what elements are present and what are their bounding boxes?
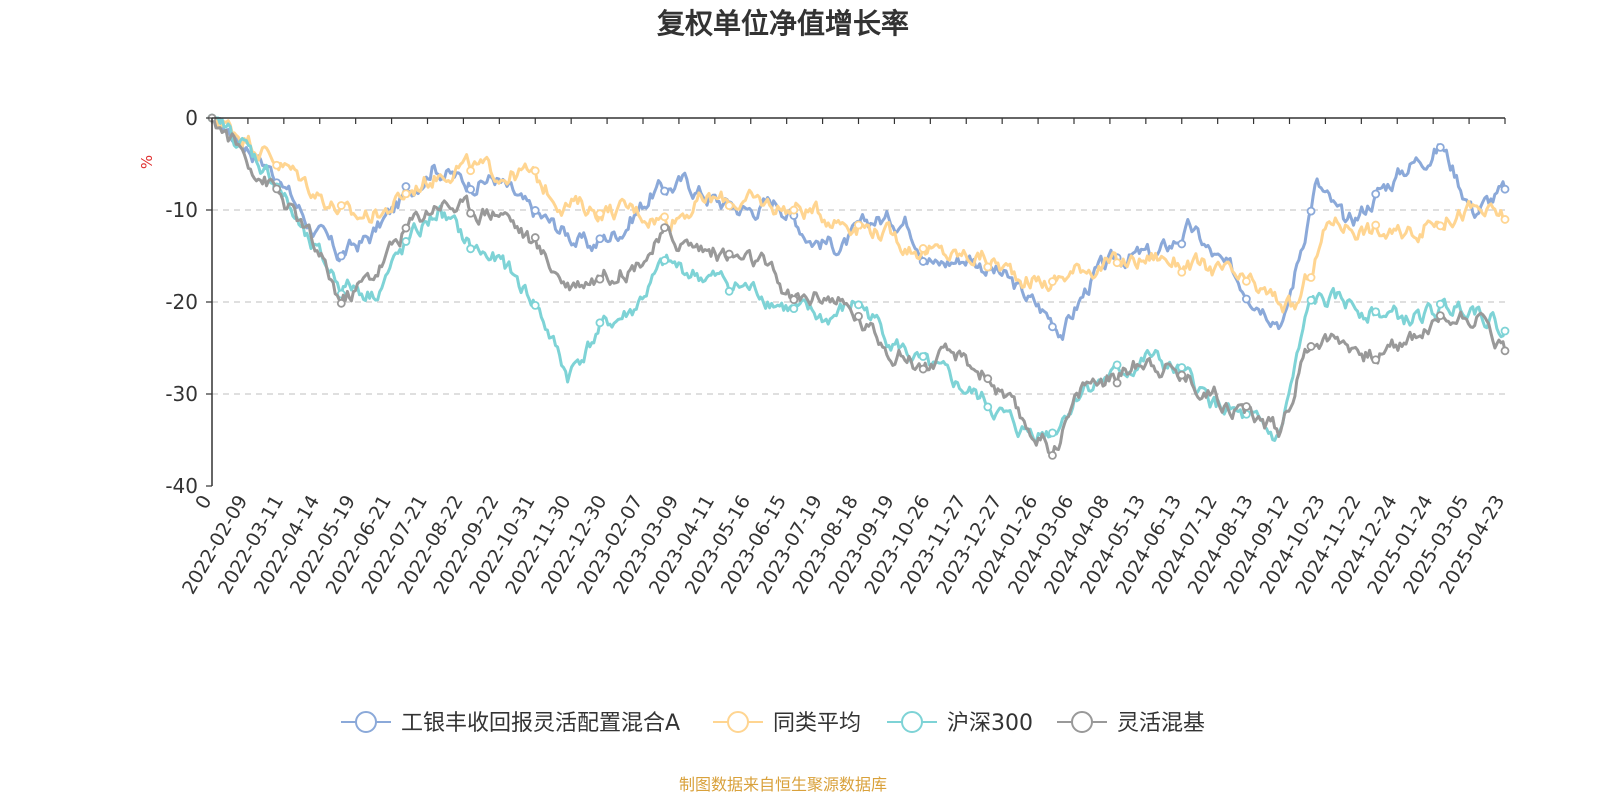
legend-label[interactable]: 工银丰收回报灵活配置混合A — [401, 711, 680, 736]
series-point — [1112, 360, 1122, 370]
series-point — [854, 311, 863, 321]
series-point — [1371, 220, 1381, 230]
series-point — [595, 274, 605, 284]
series-point — [1112, 258, 1122, 268]
series-point — [1371, 307, 1381, 317]
series-point — [595, 209, 605, 219]
series-point — [1048, 450, 1057, 460]
series-point — [595, 234, 605, 244]
series-point — [466, 244, 476, 254]
series-point — [660, 186, 669, 196]
series-point — [1306, 342, 1316, 351]
series-point — [854, 300, 863, 310]
legend-label[interactable]: 灵活混基 — [1117, 711, 1205, 736]
series-point — [918, 257, 928, 266]
source-note: 制图数据来自恒生聚源数据库 — [679, 775, 887, 794]
series-point — [1435, 142, 1445, 152]
series-point — [1500, 326, 1510, 336]
series-point — [336, 251, 346, 261]
series-point — [1177, 267, 1187, 277]
series-point — [595, 318, 605, 328]
series-point — [1048, 322, 1057, 332]
series-point — [1048, 277, 1057, 286]
y-tick-label: -30 — [165, 382, 198, 406]
series-layer — [207, 113, 1510, 460]
series-point — [272, 160, 282, 170]
series-point — [1306, 206, 1316, 216]
series-point — [336, 298, 346, 308]
series-point — [983, 402, 993, 412]
series-point — [466, 184, 476, 194]
series-point — [530, 206, 540, 215]
series-point — [660, 212, 669, 222]
series-point — [401, 189, 411, 199]
y-axis-unit-label: % — [138, 155, 156, 169]
series-point — [1177, 239, 1187, 249]
series-point — [854, 220, 863, 230]
series-point — [918, 364, 928, 374]
series-point — [1435, 299, 1445, 309]
series-point — [466, 166, 476, 176]
series-point — [1500, 184, 1510, 194]
series-point — [789, 304, 799, 314]
series-point — [401, 237, 411, 246]
legend-label[interactable]: 同类平均 — [773, 711, 861, 736]
series-point — [1048, 428, 1057, 438]
series-point — [530, 166, 540, 176]
series-point — [983, 374, 993, 384]
series-point — [1435, 221, 1445, 231]
series-point — [530, 233, 540, 242]
series-point — [1112, 378, 1122, 388]
series-line — [210, 116, 1507, 457]
series-point — [401, 223, 411, 233]
series-point — [983, 262, 993, 272]
series-point — [1500, 346, 1510, 356]
series-point — [724, 249, 734, 259]
series-point — [1306, 273, 1316, 282]
series-point — [1371, 189, 1381, 199]
series-point — [272, 184, 282, 194]
legend-swatch-marker — [727, 711, 749, 733]
series-point — [1242, 402, 1251, 411]
series-point — [660, 256, 669, 265]
series-point — [918, 352, 928, 361]
series-point — [918, 244, 928, 253]
y-tick-label: -40 — [165, 474, 198, 498]
series-point — [1371, 355, 1381, 365]
series-point — [466, 208, 476, 218]
series-point — [724, 201, 734, 211]
series-point — [789, 205, 799, 215]
series-point — [1177, 363, 1187, 372]
series-point — [530, 300, 540, 310]
series-point — [1435, 311, 1445, 321]
series-point — [724, 286, 734, 296]
series-point — [336, 201, 346, 210]
legend-label[interactable]: 沪深300 — [947, 711, 1033, 736]
legend-swatch-marker — [355, 711, 377, 733]
series-point — [1500, 215, 1510, 224]
x-tick-label: 0 — [191, 492, 216, 513]
series-point — [1306, 295, 1316, 305]
chart-title: 复权单位净值增长率 — [657, 7, 909, 40]
y-tick-label: -20 — [165, 290, 198, 314]
y-tick-label: -10 — [165, 198, 198, 222]
series-point — [789, 295, 799, 305]
series-point — [660, 223, 669, 233]
legend-swatch-marker — [1071, 711, 1093, 733]
series-point — [401, 182, 411, 191]
series-point — [1242, 276, 1251, 286]
legend-swatch-marker — [901, 711, 923, 733]
legend: 工银丰收回报灵活配置混合A 同类平均 沪深300 灵活混基 — [341, 711, 1205, 736]
series-point — [1242, 294, 1251, 304]
y-tick-label: 0 — [185, 106, 198, 130]
series-point — [1177, 370, 1187, 380]
